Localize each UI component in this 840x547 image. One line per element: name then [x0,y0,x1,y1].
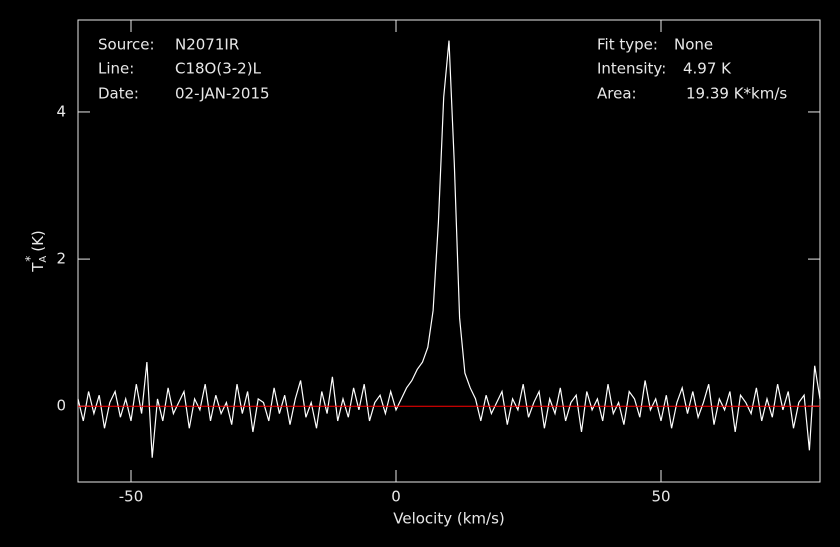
x-tick-label: 50 [651,488,670,506]
y-label-superscript: * [23,256,37,262]
x-tick-label: -50 [119,488,144,506]
info-label: Line: [98,60,134,78]
y-label-unit: (K) [29,230,47,252]
x-axis-label: Velocity (km/s) [393,510,504,528]
y-tick-label: 2 [56,250,66,268]
y-axis-label: TA* (K) [23,230,50,273]
info-value: 19.39 K*km/s [686,85,787,103]
info-label: Date: [98,85,139,103]
plot-frame [77,19,821,483]
spectrum-line [77,40,821,458]
info-value: 4.97 K [683,60,732,78]
y-tick-label: 0 [56,397,66,415]
info-label: Fit type: [597,36,658,54]
y-label-subscript: A [38,256,49,263]
info-value: None [674,36,713,54]
y-tick-label: 4 [56,102,66,120]
info-value: C18O(3-2)L [175,60,262,78]
x-tick-label: 0 [391,488,401,506]
info-label: Area: [597,85,637,103]
info-value: N2071IR [175,36,239,54]
info-value: 02-JAN-2015 [175,85,270,103]
info-label: Source: [98,36,155,54]
info-label: Intensity: [597,60,666,78]
y-label-symbol: T [29,262,47,273]
